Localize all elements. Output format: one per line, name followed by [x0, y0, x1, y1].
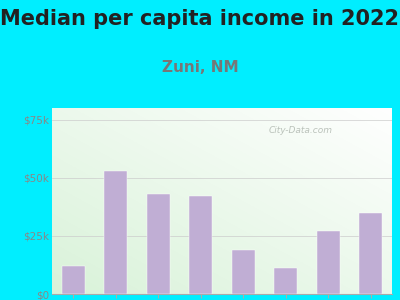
Bar — [316, 231, 340, 294]
Bar — [359, 213, 382, 294]
Text: Median per capita income in 2022: Median per capita income in 2022 — [0, 9, 400, 29]
Bar — [189, 196, 212, 294]
Bar — [274, 268, 298, 294]
Bar — [146, 194, 170, 294]
Bar — [104, 171, 128, 294]
Text: City-Data.com: City-Data.com — [268, 126, 332, 135]
Bar — [62, 266, 85, 294]
Text: Zuni, NM: Zuni, NM — [162, 60, 238, 75]
Bar — [232, 250, 255, 294]
